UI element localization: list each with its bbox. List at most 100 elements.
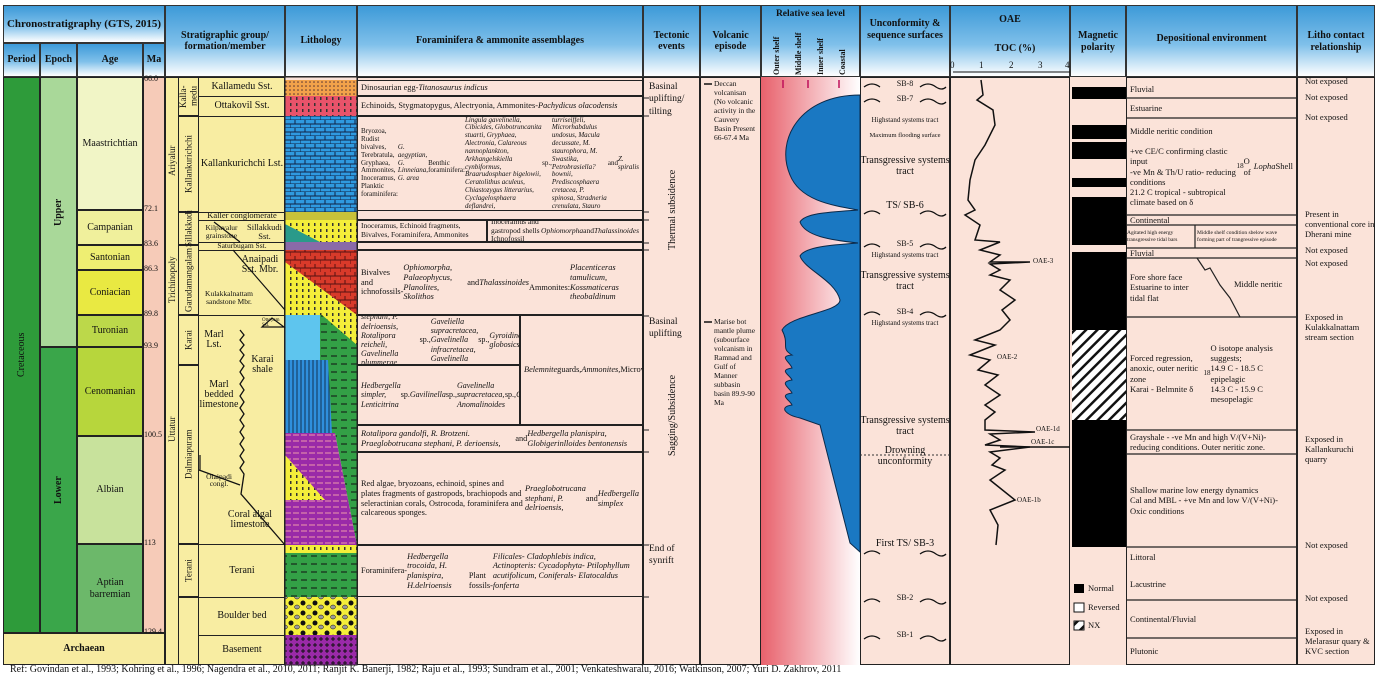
epoch-header: Epoch bbox=[40, 43, 77, 77]
polarity-legend-label: NX bbox=[1088, 620, 1101, 630]
strat-divider bbox=[199, 212, 285, 213]
period-header: Period bbox=[3, 43, 40, 77]
formation: Kallankurichchi Lst. bbox=[200, 158, 284, 169]
strat-divider bbox=[199, 242, 285, 243]
formation: Olaipadi congl. bbox=[206, 471, 232, 488]
sea-zone-label: Inner shelf bbox=[816, 38, 825, 75]
oae-label: OAE-2 bbox=[997, 353, 1018, 361]
litho-contact: Not exposed bbox=[1305, 245, 1348, 255]
fossil-assemblage: Inoceramus and gastropod shells Ichnofos… bbox=[487, 220, 643, 242]
sea-level-header: Relative sea level bbox=[761, 5, 860, 77]
litho-contact: Not exposed bbox=[1305, 593, 1348, 603]
strat-divider bbox=[199, 96, 285, 97]
fossil-assemblage: Belemnite guards, Ammonites, Microvertib… bbox=[520, 315, 643, 425]
age-header: Age bbox=[77, 43, 143, 77]
age-5: Cenomanian bbox=[77, 347, 143, 436]
age-7: Aptian barremian bbox=[77, 544, 143, 633]
strat-divider bbox=[199, 250, 285, 251]
sequence-surface: Transgressive systems tract bbox=[860, 415, 950, 437]
litho-contact-header: Litho contact relationship bbox=[1297, 5, 1375, 77]
depositional-environment: Estuarine bbox=[1130, 102, 1163, 113]
litho-contact: Exposed in Kallankuruchi quarry bbox=[1305, 434, 1354, 464]
sequence-surface: SB-8 bbox=[896, 79, 914, 88]
toc-tick-label: 3 bbox=[1038, 60, 1043, 70]
depositional-environment: Fluvial bbox=[1130, 247, 1155, 258]
depositional-environment: Forced regression, anoxic, outer neritic … bbox=[1130, 342, 1273, 404]
sea-level-curve bbox=[761, 77, 861, 665]
depositional-environment: Middle neritic condition +ve CE/C confirm… bbox=[1130, 125, 1293, 208]
sequence-surface: Transgressive systems tract bbox=[860, 270, 950, 292]
lithology-column bbox=[284, 76, 358, 666]
period-cell: Cretaceous bbox=[3, 77, 40, 633]
strat-divider bbox=[199, 77, 285, 78]
fossil-assemblage: Bivalves and ichnofossils- Ophiomorpha, … bbox=[357, 250, 643, 315]
depositional-environment: Continental bbox=[1130, 214, 1170, 225]
formation: Marl bedded limestone bbox=[199, 379, 239, 410]
sequence-surface: Maximum flooding surface bbox=[869, 132, 941, 139]
group-ariyalur: Ariyalur bbox=[165, 77, 178, 245]
fossil-assemblage: Praeglobotrucana stephani, P. delrioensi… bbox=[357, 315, 520, 365]
formation: Boulder bed bbox=[217, 610, 267, 621]
age-3: Coniacian bbox=[77, 270, 143, 315]
ma-column bbox=[143, 77, 165, 633]
depositional-environment: Lacustrine bbox=[1130, 578, 1166, 589]
subgroup: Karai bbox=[178, 315, 199, 365]
sequence-surface: Highstand systems tract bbox=[871, 251, 939, 259]
ma-value: 93.9 bbox=[144, 341, 158, 350]
fossils-header: Foraminifera & ammonite assemblages bbox=[357, 5, 643, 77]
ma-value: 129.4 bbox=[144, 627, 162, 636]
formation: Kilpavalur grainstone bbox=[205, 223, 238, 240]
magnetic-header: Magnetic polarity bbox=[1070, 5, 1126, 77]
depositional-environment: Fore shore face Estuarine to inter tidal… bbox=[1130, 272, 1189, 303]
sequence-surface: Highstand systems tract bbox=[871, 116, 939, 124]
tectonic-event: Thermal subsidence bbox=[667, 169, 678, 251]
subgroup: Kallankurichchi bbox=[178, 116, 199, 212]
age-4: Turonian bbox=[77, 315, 143, 347]
depositional-environment: Middle shelf condition sbelow wave formi… bbox=[1197, 230, 1278, 243]
column-body bbox=[950, 77, 1070, 665]
strat-divider bbox=[199, 544, 285, 545]
formation: Coral algal limestone bbox=[227, 509, 273, 530]
oae-header: OAE bbox=[950, 5, 1070, 77]
age-1: Campanian bbox=[77, 210, 143, 245]
group-uttatur: Uttatur bbox=[165, 315, 178, 544]
reference-text: Ref: Govindan et al., 1993; Kohring et a… bbox=[10, 664, 842, 675]
polarity-legend-label: Normal bbox=[1088, 583, 1114, 593]
tectonic-event: Sagging/Subsidence bbox=[667, 374, 678, 456]
strat-divider bbox=[199, 315, 285, 316]
age-6: Albian bbox=[77, 436, 143, 544]
litho-contact: Present in conventional core in Dherani … bbox=[1305, 209, 1375, 239]
sequence-surface: SB-5 bbox=[896, 239, 914, 248]
depositional-environment: Fluvial bbox=[1130, 83, 1155, 94]
age-2: Santonian bbox=[77, 245, 143, 270]
formation: Basement bbox=[222, 644, 262, 655]
ma-value: 66.0 bbox=[144, 74, 158, 83]
litho-contact: Exposed in Melarasur quary & KVC section bbox=[1305, 626, 1370, 656]
group-trichinopoly: Trichinopoly bbox=[165, 245, 178, 315]
formation: Kulakkalnattam sandstone Mbr. bbox=[205, 289, 253, 306]
sea-zone-label: Coastal bbox=[838, 49, 847, 75]
oae-label: OAE-1d bbox=[1036, 425, 1060, 433]
tectonic-header: Tectonic events bbox=[643, 5, 700, 77]
ma-value: 100.5 bbox=[144, 430, 162, 439]
subgroup: Sillakkudi bbox=[178, 210, 199, 247]
depositional-environment: Littoral bbox=[1130, 551, 1156, 562]
ma-value: 72.1 bbox=[144, 204, 158, 213]
sea-zone-label: Outer shelf bbox=[772, 36, 781, 75]
formation: Anaipadi Sst. Mbr. bbox=[241, 254, 279, 275]
epoch-lower: Lower bbox=[40, 347, 77, 633]
strat-header: Stratigraphic group/ formation/member bbox=[165, 5, 285, 77]
fossil-assemblage: Hedbergella simpler, Lenticitrina sp. Ga… bbox=[357, 365, 520, 425]
ma-value: 83.6 bbox=[144, 239, 158, 248]
sequence-surface: Transgressive systems tract bbox=[860, 155, 950, 177]
litho-contact: Not exposed bbox=[1305, 112, 1348, 122]
ma-value: 113 bbox=[144, 538, 156, 547]
depositional-environment: Grayshale - -ve Mn and high V/(V+Ni)- re… bbox=[1130, 431, 1267, 452]
depositional-environment: Agitated high energy transgressive tidal… bbox=[1127, 230, 1178, 243]
ma-value: 86.3 bbox=[144, 264, 158, 273]
depositional-environment: Continental/Fluvial bbox=[1130, 613, 1197, 624]
chrono-title-header: Chronostratigraphy (GTS, 2015) bbox=[3, 5, 165, 43]
sequence-surface: TS/ SB-6 bbox=[886, 200, 924, 211]
subgroup: Garudamangalam bbox=[178, 245, 199, 315]
strat-divider bbox=[199, 635, 285, 636]
